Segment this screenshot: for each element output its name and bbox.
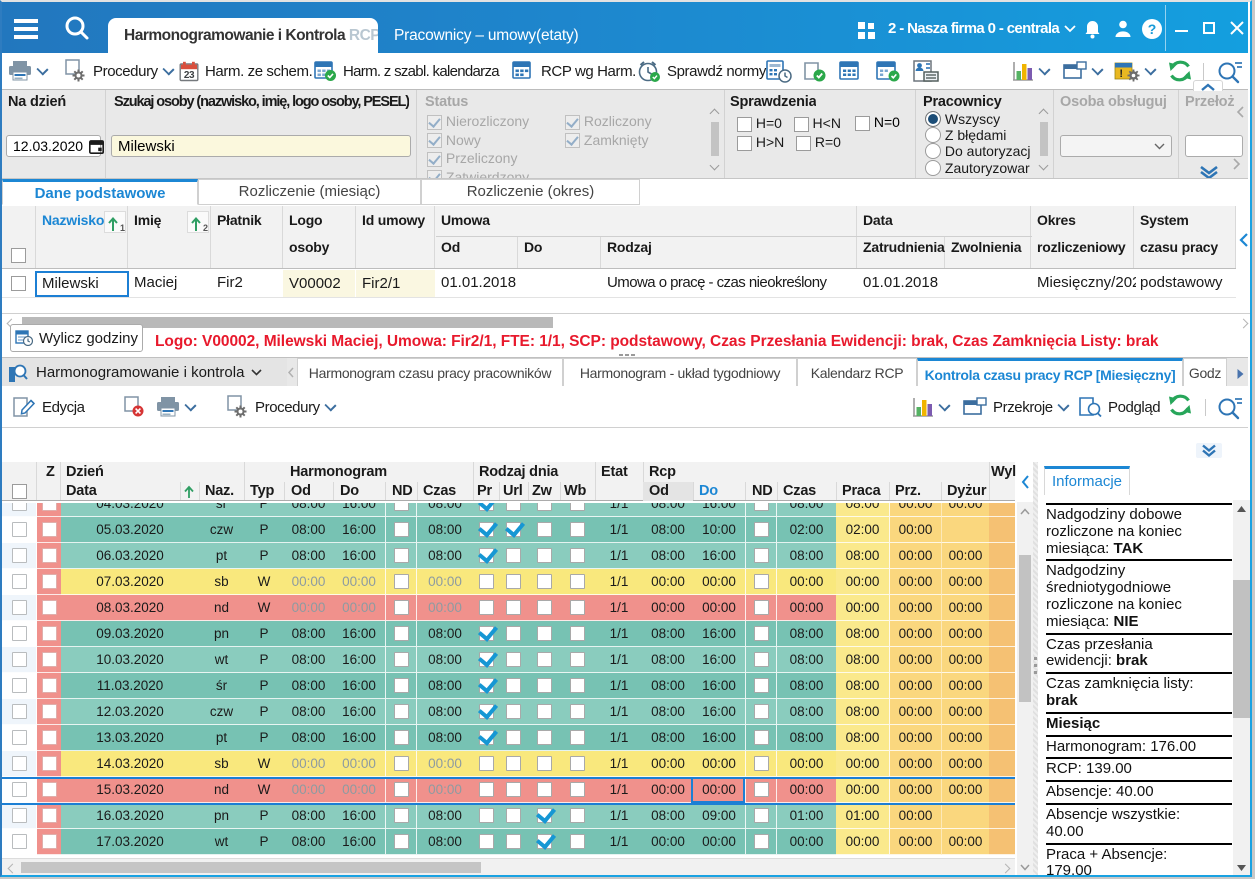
svg-text:1: 1 — [120, 223, 125, 232]
svg-text:23: 23 — [184, 70, 195, 81]
svg-text:2: 2 — [203, 223, 208, 232]
svg-text:?: ? — [1148, 21, 1157, 37]
svg-text:!: ! — [1119, 68, 1122, 80]
